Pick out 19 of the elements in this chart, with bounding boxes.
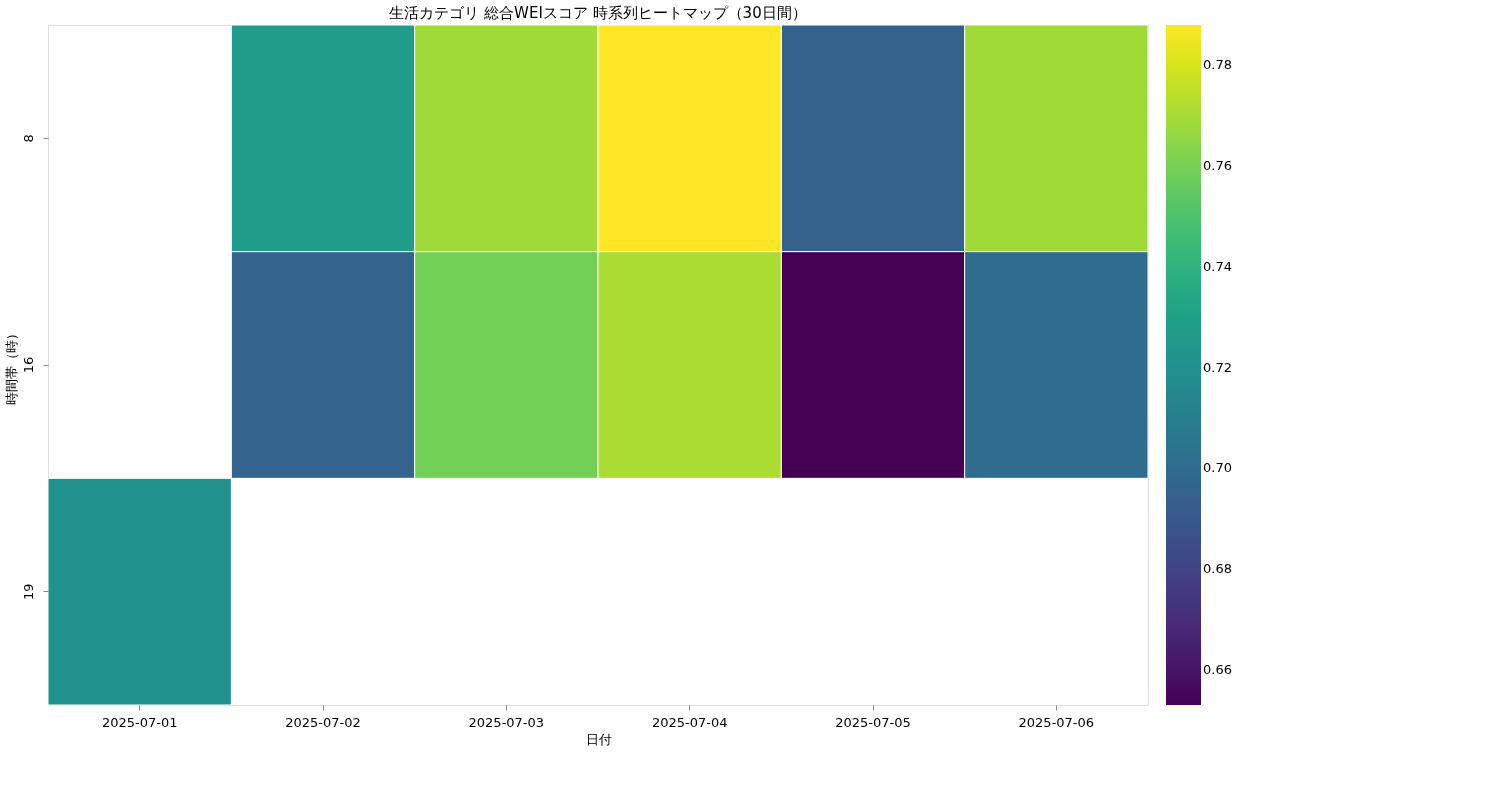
- y-axis-title: 時間帯（時）: [3, 326, 19, 405]
- x-tick-label: 2025-07-02: [285, 714, 361, 730]
- x-tick-label: 2025-07-03: [468, 714, 545, 730]
- color-bar-label: 0.72: [1203, 359, 1232, 375]
- color-bar-label: 0.66: [1203, 661, 1232, 677]
- color-bar-label: 0.68: [1203, 561, 1232, 576]
- x-tick-label: 2025-07-01: [101, 714, 178, 730]
- x-tick-label: 2025-07-04: [651, 714, 728, 730]
- y-tick-label: 8: [20, 134, 36, 143]
- x-tick-label: 2025-07-05: [835, 714, 911, 730]
- x-tick-label: 2025-07-06: [1018, 714, 1095, 730]
- y-tick-label: 19: [20, 583, 36, 600]
- y-tick-label: 16: [20, 356, 36, 374]
- color-bar-label: 0.74: [1203, 258, 1232, 274]
- chart-title: 生活カテゴリ 総合WEIスコア 時系列ヒートマップ（30日間）: [389, 3, 807, 22]
- color-bar-label: 0.70: [1203, 460, 1232, 476]
- x-axis-title: 日付: [585, 731, 612, 747]
- color-bar-label: 0.76: [1203, 158, 1232, 174]
- color-bar-label: 0.78: [1203, 57, 1232, 73]
